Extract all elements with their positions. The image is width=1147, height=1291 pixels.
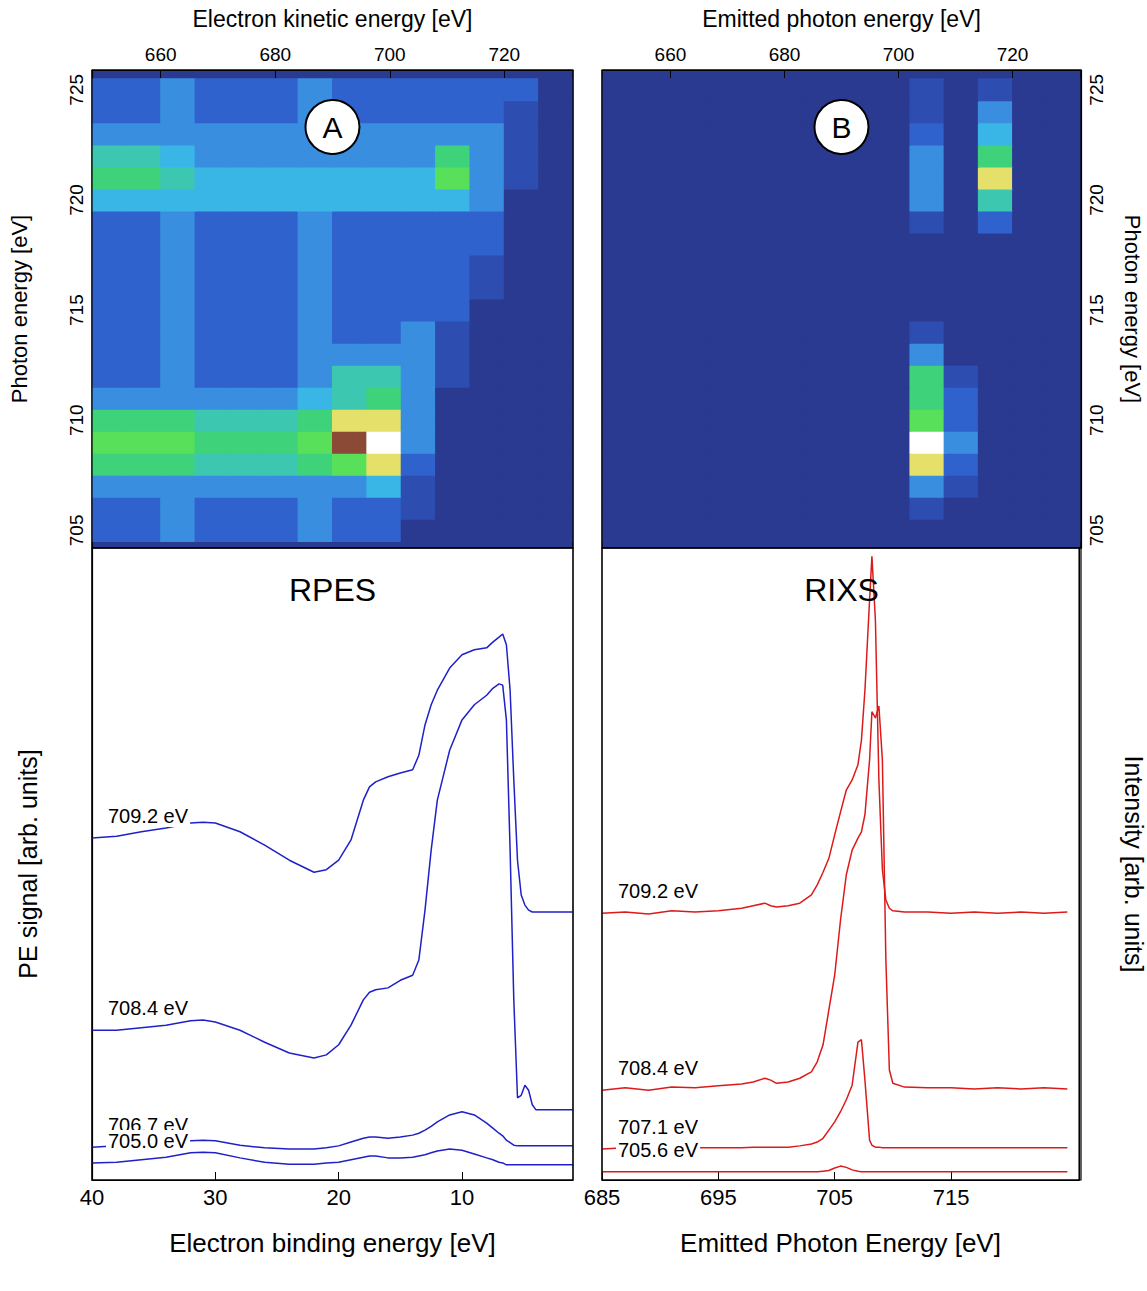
- svg-text:PE signal [arb. units]: PE signal [arb. units]: [14, 749, 42, 978]
- svg-text:708.4 eV: 708.4 eV: [108, 997, 189, 1019]
- svg-text:30: 30: [203, 1185, 227, 1210]
- svg-text:705.6 eV: 705.6 eV: [618, 1139, 699, 1161]
- svg-text:720: 720: [1086, 184, 1107, 216]
- svg-text:Photon energy [eV]: Photon energy [eV]: [1120, 215, 1145, 403]
- svg-text:725: 725: [66, 74, 87, 106]
- svg-text:40: 40: [80, 1185, 104, 1210]
- svg-text:Emitted photon energy [eV]: Emitted photon energy [eV]: [702, 6, 981, 32]
- svg-text:710: 710: [1086, 404, 1107, 436]
- svg-text:Electron binding energy [eV]: Electron binding energy [eV]: [169, 1228, 496, 1258]
- svg-text:Photon energy [eV]: Photon energy [eV]: [7, 215, 32, 403]
- svg-text:715: 715: [1086, 294, 1107, 326]
- svg-text:685: 685: [584, 1185, 621, 1210]
- svg-text:700: 700: [374, 44, 406, 65]
- svg-text:715: 715: [66, 294, 87, 326]
- svg-text:707.1 eV: 707.1 eV: [618, 1116, 699, 1138]
- svg-text:B: B: [831, 111, 851, 144]
- svg-text:705: 705: [816, 1185, 853, 1210]
- svg-text:710: 710: [66, 404, 87, 436]
- svg-text:720: 720: [488, 44, 520, 65]
- svg-text:680: 680: [769, 44, 801, 65]
- svg-text:705: 705: [1086, 515, 1107, 547]
- svg-text:708.4 eV: 708.4 eV: [618, 1057, 699, 1079]
- svg-text:709.2 eV: 709.2 eV: [618, 880, 699, 902]
- svg-text:10: 10: [450, 1185, 474, 1210]
- svg-text:706.7 eV: 706.7 eV: [108, 1114, 189, 1137]
- svg-text:725: 725: [1086, 74, 1107, 106]
- svg-text:709.2 eV: 709.2 eV: [108, 805, 189, 827]
- svg-text:RIXS: RIXS: [804, 572, 879, 608]
- svg-text:660: 660: [655, 44, 687, 65]
- svg-text:20: 20: [326, 1185, 350, 1210]
- svg-text:720: 720: [66, 184, 87, 216]
- svg-text:715: 715: [933, 1185, 970, 1210]
- svg-text:Intensity [arb. units]: Intensity [arb. units]: [1120, 756, 1147, 973]
- svg-text:705: 705: [66, 515, 87, 547]
- svg-text:A: A: [322, 111, 342, 144]
- svg-text:680: 680: [259, 44, 291, 65]
- svg-text:Electron kinetic energy [eV]: Electron kinetic energy [eV]: [193, 6, 473, 32]
- svg-text:695: 695: [700, 1185, 737, 1210]
- svg-text:720: 720: [997, 44, 1029, 65]
- svg-text:660: 660: [145, 44, 177, 65]
- svg-text:RPES: RPES: [289, 572, 376, 608]
- svg-text:700: 700: [883, 44, 915, 65]
- svg-text:705.0 eV: 705.0 eV: [108, 1130, 189, 1152]
- svg-text:Emitted Photon Energy [eV]: Emitted Photon Energy [eV]: [680, 1228, 1001, 1258]
